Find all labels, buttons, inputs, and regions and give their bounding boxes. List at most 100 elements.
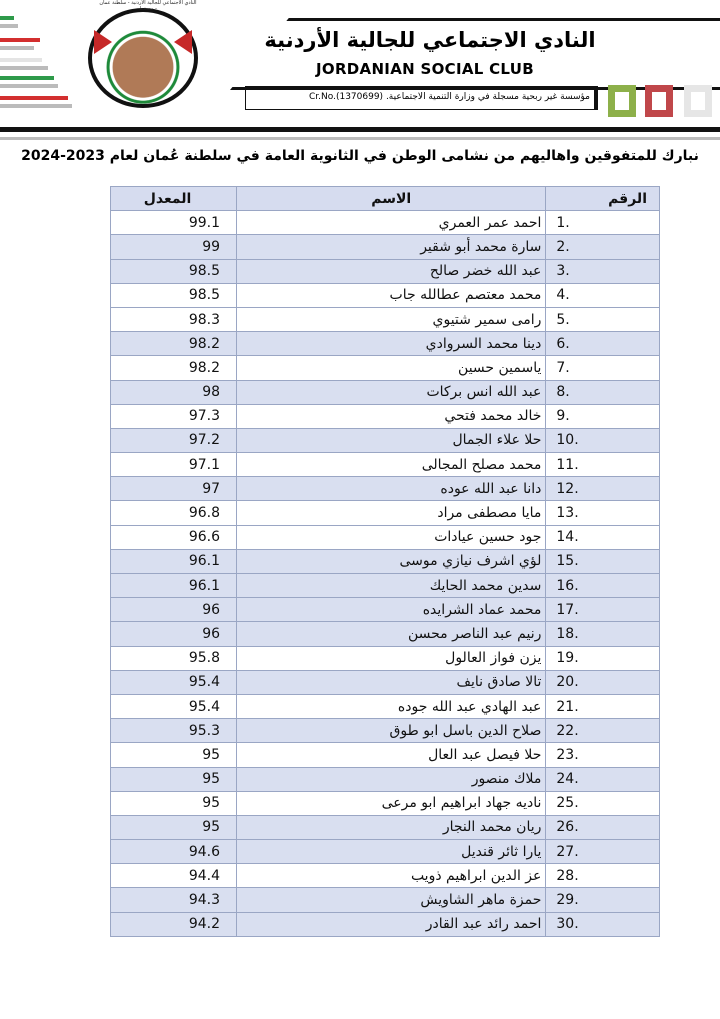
- student-grade: 95.8: [109, 645, 238, 671]
- student-grade: 95: [109, 766, 238, 792]
- student-name: ياسمين حسين: [236, 355, 547, 381]
- student-name: لؤي اشرف نيازي موسى: [236, 548, 547, 575]
- table-header: الرقم الاسم المعدل: [109, 185, 660, 212]
- student-grade: 96.8: [109, 500, 238, 526]
- table-row: 11. محمد مصلح المجالى 97.1: [109, 452, 660, 478]
- table-row: 26. ريان محمد النجار 95: [109, 814, 660, 841]
- table-row: 14. جود حسين عيادات 96.6: [109, 524, 660, 550]
- student-grade: 96: [109, 597, 238, 623]
- decor-stripe: [0, 16, 14, 20]
- student-grade: 94.4: [109, 863, 238, 889]
- table-row: 28. عز الدين ابراهيم ذويب 94.4: [109, 863, 660, 889]
- student-grade: 94.2: [109, 911, 238, 937]
- student-grade: 97.3: [109, 403, 238, 429]
- table-row: 8. عبد الله انس بركات 98: [109, 379, 660, 405]
- row-number: 25.: [545, 790, 660, 816]
- row-number: 11.: [545, 452, 660, 478]
- row-number: 14.: [545, 524, 660, 550]
- student-name: ناديه جهاد ابراهيم ابو مرعى: [236, 790, 547, 816]
- student-grade: 99.1: [109, 210, 238, 236]
- flag-icon: [94, 30, 112, 54]
- honor-table: الرقم الاسم المعدل 1. احمد عمر العمري 99.1…: [109, 185, 660, 937]
- student-grade: 98.3: [109, 306, 238, 333]
- table-row: 6. دينا محمد السروادي 98.2: [109, 331, 660, 357]
- green-square-icon: [608, 85, 636, 117]
- student-name: دينا محمد السروادي: [236, 331, 547, 357]
- student-name: جود حسين عيادات: [236, 524, 547, 550]
- red-square-icon: [645, 85, 673, 117]
- table-row: 30. احمد رائد عبد القادر 94.2: [109, 911, 660, 937]
- student-grade: 96.1: [109, 572, 238, 599]
- club-logo: [88, 8, 198, 108]
- table-row: 27. يارا ثائر قنديل 94.6: [109, 839, 660, 865]
- table-row: 25. ناديه جهاد ابراهيم ابو مرعى 95: [109, 790, 660, 816]
- student-grade: 94.3: [109, 887, 238, 913]
- row-number: 9.: [545, 403, 660, 429]
- row-number: 22.: [545, 718, 660, 744]
- table-row: 22. صلاح الدين باسل ابو طوق 95.3: [109, 718, 660, 744]
- student-grade: 96.1: [109, 548, 238, 575]
- row-number: 18.: [545, 621, 660, 647]
- row-number: 1.: [545, 210, 660, 236]
- student-name: حلا فيصل عبد العال: [236, 742, 547, 768]
- student-name: محمد مصلح المجالى: [236, 452, 547, 478]
- student-grade: 94.6: [109, 839, 238, 865]
- row-number: 2.: [545, 234, 660, 260]
- student-name: محمد معتصم عطالله جاب: [236, 282, 547, 308]
- table-row: 7. ياسمين حسين 98.2: [109, 355, 660, 381]
- logo-text: النادي الاجتماعي للجالية الأردنية - سلطن…: [99, 0, 197, 12]
- row-number: 24.: [545, 766, 660, 792]
- student-name: محمد عماد الشرايده: [236, 597, 547, 623]
- student-name: ملاك منصور: [236, 766, 547, 792]
- table-row: 4. محمد معتصم عطالله جاب 98.5: [109, 282, 660, 308]
- student-name: رنيم عبد الناصر محسن: [236, 621, 547, 647]
- row-number: 8.: [545, 379, 660, 405]
- student-name: احمد عمر العمري: [236, 210, 547, 236]
- student-name: ريان محمد النجار: [236, 814, 547, 841]
- student-grade: 97.1: [109, 452, 238, 478]
- title-frame: [230, 18, 720, 90]
- student-grade: 96: [109, 621, 238, 647]
- row-number: 28.: [545, 863, 660, 889]
- table-row: 12. دانا عبد الله عوده 97: [109, 476, 660, 502]
- decor-stripe: [0, 96, 68, 100]
- table-row: 17. محمد عماد الشرايده 96: [109, 597, 660, 623]
- decor-stripe: [0, 46, 34, 50]
- table-row: 23. حلا فيصل عبد العال 95: [109, 742, 660, 768]
- table-row: 29. حمزة ماهر الشاويش 94.3: [109, 887, 660, 913]
- row-number: 27.: [545, 839, 660, 865]
- table-row: 21. عبد الهادي عبد الله جوده 95.4: [109, 693, 660, 720]
- table-row: 13. مايا مصطفى مراد 96.8: [109, 500, 660, 526]
- student-name: دانا عبد الله عوده: [236, 476, 547, 502]
- table-row: 15. لؤي اشرف نيازي موسى 96.1: [109, 548, 660, 575]
- row-number: 20.: [545, 669, 660, 695]
- row-number: 15.: [545, 548, 660, 575]
- student-grade: 95: [109, 814, 238, 841]
- flag-icon: [174, 30, 192, 54]
- club-name-arabic: النادي الاجتماعي للجالية الأردنية: [264, 28, 596, 52]
- row-number: 6.: [545, 331, 660, 357]
- student-grade: 98.2: [109, 331, 238, 357]
- divider: [0, 127, 720, 132]
- student-grade: 98: [109, 379, 238, 405]
- row-number: 10.: [545, 427, 660, 454]
- row-number: 19.: [545, 645, 660, 671]
- decor-stripe: [0, 58, 42, 62]
- decor-stripe: [0, 38, 40, 42]
- table-row: 10. حلا علاء الجمال 97.2: [109, 427, 660, 454]
- student-name: تالا صادق نايف: [236, 669, 547, 695]
- row-number: 5.: [545, 306, 660, 333]
- decor-stripe: [0, 66, 48, 70]
- student-grade: 97.2: [109, 427, 238, 454]
- decor-stripe: [0, 24, 18, 28]
- table-row: 16. سدين محمد الحايك 96.1: [109, 572, 660, 599]
- student-grade: 99: [109, 234, 238, 260]
- grey-square-icon: [684, 85, 712, 117]
- row-number: 17.: [545, 597, 660, 623]
- divider: [0, 137, 720, 140]
- student-name: حمزة ماهر الشاويش: [236, 887, 547, 913]
- row-number: 4.: [545, 282, 660, 308]
- decor-stripe: [0, 84, 58, 88]
- student-name: سدين محمد الحايك: [236, 572, 547, 599]
- student-name: عبد الله انس بركات: [236, 379, 547, 405]
